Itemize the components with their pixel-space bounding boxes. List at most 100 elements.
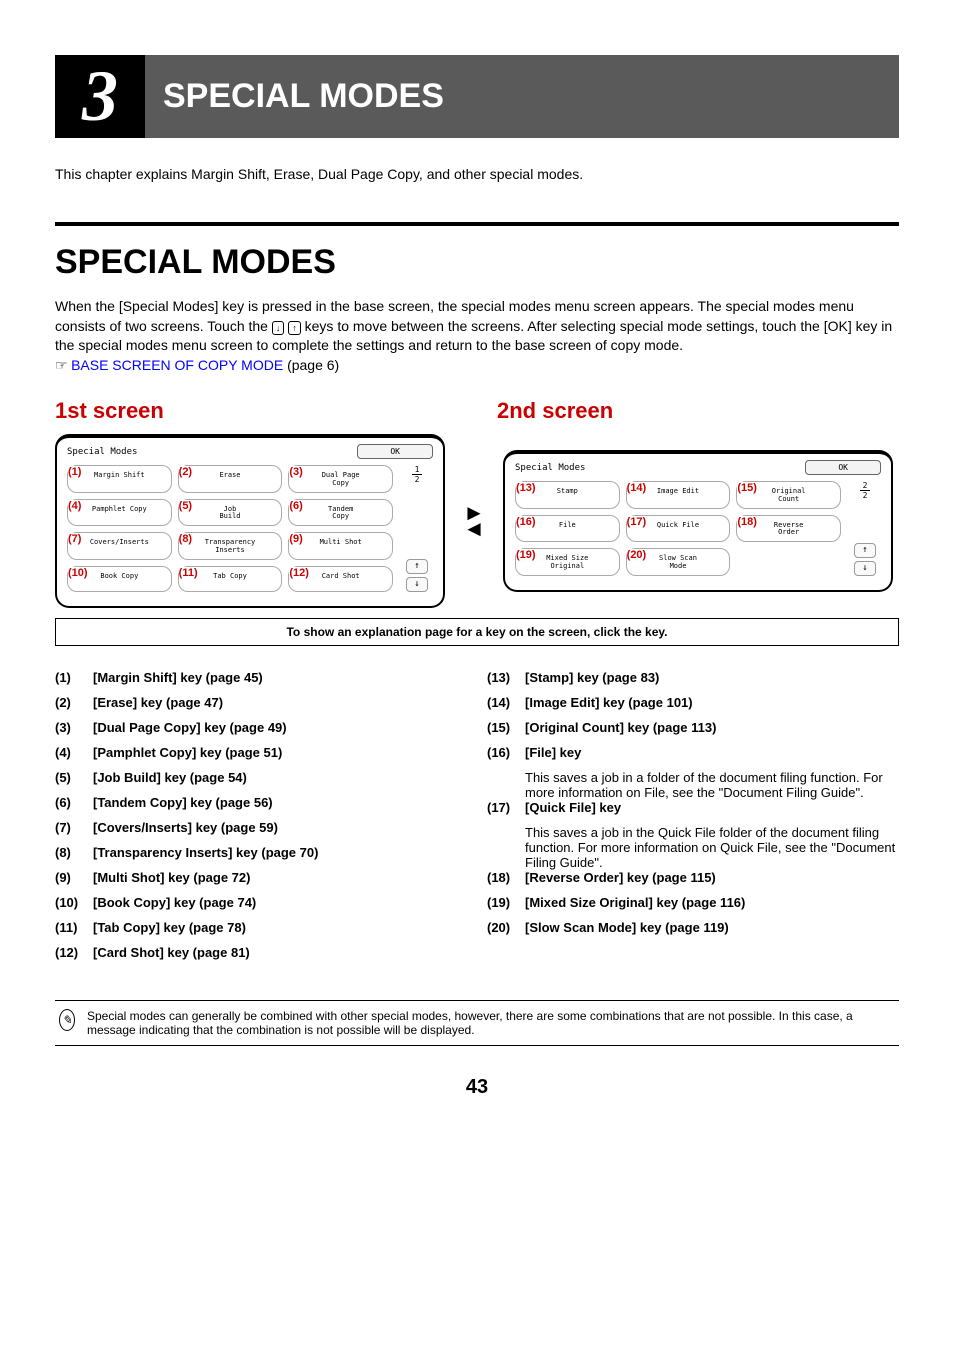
callout-number: (1) — [68, 466, 81, 478]
panel1-title: Special Modes — [67, 447, 137, 457]
list-index: (20) — [487, 920, 525, 935]
list-label[interactable]: [Dual Page Copy] key (page 49) — [93, 720, 287, 735]
mode-key[interactable]: (17) Quick File — [626, 515, 731, 542]
list-label[interactable]: [Tab Copy] key (page 78) — [93, 920, 246, 935]
mode-key[interactable]: (1)Margin Shift — [67, 465, 172, 492]
callout-number: (2) — [179, 466, 192, 478]
mode-key[interactable]: (7)Covers/Inserts — [67, 532, 172, 559]
panel2-ok-button[interactable]: OK — [805, 460, 881, 475]
note-text: Special modes can generally be combined … — [87, 1009, 895, 1037]
list-label[interactable]: [Margin Shift] key (page 45) — [93, 670, 263, 685]
cross-ref: ☞ BASE SCREEN OF COPY MODE (page 6) — [55, 356, 899, 377]
link-page-ref: (page 6) — [283, 357, 339, 373]
base-screen-link[interactable]: BASE SCREEN OF COPY MODE — [71, 357, 283, 373]
page-number: 43 — [55, 1076, 899, 1099]
list-label[interactable]: [Original Count] key (page 113) — [525, 720, 716, 735]
mode-key[interactable]: (10) Book Copy — [67, 566, 172, 592]
panel2-down-button[interactable]: ↓ — [854, 561, 876, 576]
list-index: (17) — [487, 800, 525, 815]
callout-number: (15) — [737, 482, 757, 494]
mode-key-label: Quick File — [657, 521, 699, 529]
list-index: (13) — [487, 670, 525, 685]
mode-key[interactable]: (9)Multi Shot — [288, 532, 393, 559]
list-index: (18) — [487, 870, 525, 885]
chapter-intro: This chapter explains Margin Shift, Eras… — [55, 166, 899, 182]
mode-key-label: Covers/Inserts — [90, 538, 149, 546]
list-label[interactable]: [Covers/Inserts] key (page 59) — [93, 820, 278, 835]
mode-key[interactable]: (3)Dual Page Copy — [288, 465, 393, 492]
callout-number: (11) — [179, 567, 198, 579]
callout-number: (6) — [289, 500, 302, 512]
mode-key[interactable]: (14)Image Edit — [626, 481, 731, 508]
panel2-page-indicator: 2 2 — [860, 481, 871, 500]
callout-number: (5) — [179, 500, 192, 512]
list-desc: This saves a job in the Quick File folde… — [525, 825, 899, 870]
callout-number: (9) — [289, 533, 302, 545]
list-label[interactable]: [Multi Shot] key (page 72) — [93, 870, 250, 885]
list-item: (14)[Image Edit] key (page 101) — [487, 695, 899, 710]
mode-key[interactable]: (11)Tab Copy — [178, 566, 283, 592]
callout-number: (19) — [516, 549, 536, 561]
callout-number: (8) — [179, 533, 192, 545]
list-index: (10) — [55, 895, 93, 910]
up-key-icon: ↑ — [288, 321, 301, 335]
panel-switch-arrows: ► ◄ — [451, 502, 497, 540]
mode-key[interactable]: (15)Original Count — [736, 481, 841, 508]
note-box: ✎ Special modes can generally be combine… — [55, 1000, 899, 1046]
panel-screen2: Special Modes OK (13)Stamp(14)Image Edit… — [503, 450, 893, 591]
list-label[interactable]: [File] key — [525, 745, 581, 760]
list-label[interactable]: [Image Edit] key (page 101) — [525, 695, 693, 710]
mode-key[interactable]: (19)Mixed Size Original — [515, 548, 620, 575]
panel1-down-button[interactable]: ↓ — [406, 577, 428, 592]
list-label[interactable]: [Stamp] key (page 83) — [525, 670, 659, 685]
mode-key[interactable]: (5) Job Build — [178, 499, 283, 526]
page-root: 3 SPECIAL MODES This chapter explains Ma… — [0, 0, 954, 1139]
mode-key[interactable]: (18)Reverse Order — [736, 515, 841, 542]
list-index: (15) — [487, 720, 525, 735]
list-label[interactable]: [Job Build] key (page 54) — [93, 770, 247, 785]
mode-key-label: Stamp — [557, 487, 578, 495]
mode-key[interactable]: (6)Tandem Copy — [288, 499, 393, 526]
mode-key-label: Image Edit — [657, 487, 699, 495]
mode-key[interactable]: (16)File — [515, 515, 620, 542]
mode-key[interactable]: (13) Stamp — [515, 481, 620, 508]
mode-key[interactable]: (12)Card Shot — [288, 566, 393, 592]
mode-key[interactable]: (2)Erase — [178, 465, 283, 492]
list-item: (3)[Dual Page Copy] key (page 49) — [55, 720, 467, 735]
list-item: (9)[Multi Shot] key (page 72) — [55, 870, 467, 885]
list-index: (11) — [55, 920, 93, 935]
list-label[interactable]: [Book Copy] key (page 74) — [93, 895, 256, 910]
panel2-page-bot: 2 — [863, 491, 868, 500]
list-item: (6)[Tandem Copy] key (page 56) — [55, 795, 467, 810]
panel1-ok-button[interactable]: OK — [357, 444, 433, 459]
callout-number: (17) — [627, 516, 647, 528]
list-label[interactable]: [Reverse Order] key (page 115) — [525, 870, 716, 885]
list-label[interactable]: [Quick File] key — [525, 800, 621, 815]
subhead-1st: 1st screen — [55, 398, 457, 424]
callout-number: (10) — [68, 567, 88, 579]
list-item: (20)[Slow Scan Mode] key (page 119) — [487, 920, 899, 935]
key-list-right: (13)[Stamp] key (page 83) (14)[Image Edit… — [487, 670, 899, 970]
mode-key[interactable]: (20)Slow Scan Mode — [626, 548, 731, 575]
mode-key-label: Book Copy — [100, 572, 138, 580]
list-label[interactable]: [Card Shot] key (page 81) — [93, 945, 250, 960]
mode-key[interactable]: (8)Transparency Inserts — [178, 532, 283, 559]
list-item: (10)[Book Copy] key (page 74) — [55, 895, 467, 910]
callout-number: (20) — [627, 549, 647, 561]
list-label[interactable]: [Erase] key (page 47) — [93, 695, 223, 710]
callout-number: (13) — [516, 482, 536, 494]
list-label[interactable]: [Slow Scan Mode] key (page 119) — [525, 920, 729, 935]
key-list-left: (1)[Margin Shift] key (page 45)(2)[Erase… — [55, 670, 467, 970]
note-icon: ✎ — [59, 1009, 75, 1031]
list-label[interactable]: [Mixed Size Original] key (page 116) — [525, 895, 745, 910]
mode-key[interactable]: (4)Pamphlet Copy — [67, 499, 172, 526]
panel1-page-top: 1 — [412, 465, 423, 475]
list-label[interactable]: [Transparency Inserts] key (page 70) — [93, 845, 318, 860]
list-label[interactable]: [Tandem Copy] key (page 56) — [93, 795, 273, 810]
panel1-body: (1)Margin Shift(2)Erase(3)Dual Page Copy… — [67, 465, 433, 591]
list-label[interactable]: [Pamphlet Copy] key (page 51) — [93, 745, 282, 760]
mode-key-label: Job Build — [219, 505, 240, 521]
list-index: (4) — [55, 745, 93, 760]
panel1-up-button[interactable]: ↑ — [406, 559, 428, 574]
panel2-up-button[interactable]: ↑ — [854, 543, 876, 558]
